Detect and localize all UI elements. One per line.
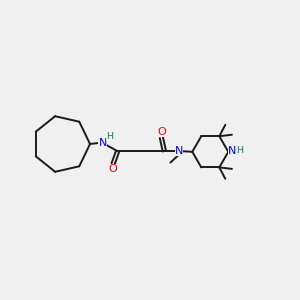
Text: O: O (109, 164, 118, 174)
Text: O: O (157, 127, 166, 137)
Text: H: H (236, 146, 243, 155)
Text: H: H (106, 132, 113, 141)
Text: N: N (175, 146, 183, 156)
Text: N: N (228, 146, 236, 156)
Text: N: N (98, 138, 107, 148)
